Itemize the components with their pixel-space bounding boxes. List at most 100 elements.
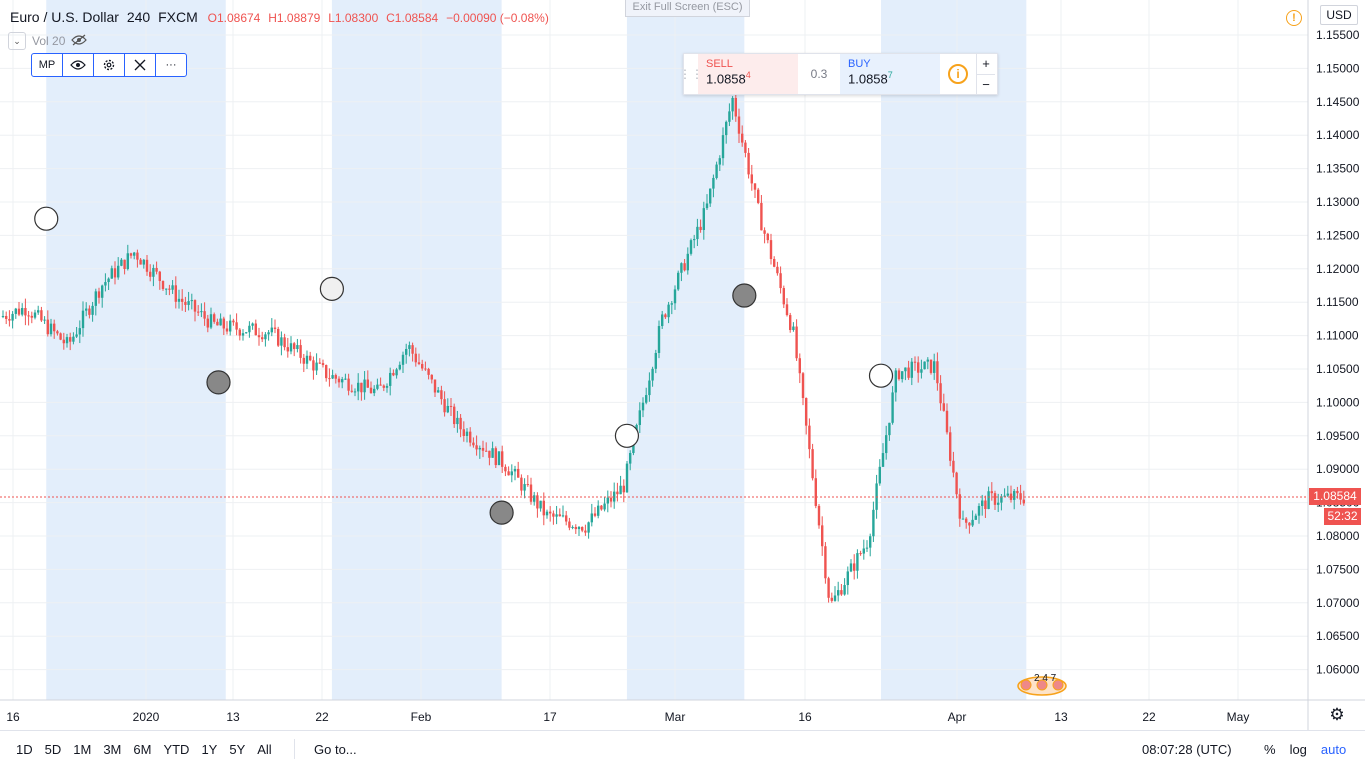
volume-label[interactable]: Vol 20 [32, 34, 66, 48]
period-6m[interactable]: 6M [133, 742, 152, 757]
candle-body [961, 518, 965, 520]
log-toggle[interactable]: log [1289, 742, 1307, 757]
candle-body [757, 189, 760, 203]
candle-body [267, 332, 270, 335]
scale-options: % log auto [1264, 742, 1346, 757]
chart-settings-icon[interactable]: ⚙ [1329, 705, 1345, 724]
remove-button[interactable] [125, 54, 156, 76]
candle-body [603, 503, 606, 510]
minus-button[interactable]: − [982, 76, 990, 92]
market-holiday-badge[interactable]: 2 4 7 [1017, 672, 1067, 696]
candle-body [430, 374, 433, 380]
period-ytd[interactable]: YTD [163, 742, 190, 757]
visibility-button[interactable] [63, 54, 94, 76]
event-marker [614, 423, 640, 448]
candle-body [949, 432, 952, 461]
candle-body [731, 97, 734, 112]
period-all[interactable]: All [257, 742, 272, 757]
candle-body [174, 285, 177, 302]
low-value: L1.08300 [328, 11, 379, 25]
candle-body [648, 380, 651, 396]
candle-body [184, 301, 187, 305]
candle-body [667, 304, 670, 318]
candle-body [472, 442, 475, 446]
warning-icon[interactable]: ! [1286, 10, 1302, 26]
time-tick-label: Mar [665, 710, 686, 724]
candle-body [273, 327, 277, 329]
candle-body [110, 268, 113, 279]
candle-body [677, 272, 680, 290]
sell-button[interactable]: SELL 1.08584 [698, 54, 798, 94]
candle-body [408, 345, 411, 349]
candle-body [779, 273, 782, 289]
candle-body [449, 405, 453, 407]
candle-body [235, 322, 238, 330]
candle-body [693, 239, 696, 241]
exit-fullscreen-button[interactable]: Exit Full Screen (ESC) [625, 0, 750, 17]
candle-body [920, 369, 923, 373]
candle-body [193, 300, 197, 312]
period-5d[interactable]: 5D [44, 742, 62, 757]
candle-body [366, 379, 369, 388]
candle-body [446, 405, 449, 413]
event-marker [34, 206, 59, 231]
candle-body [347, 378, 350, 391]
candle-body [421, 364, 424, 369]
utc-clock[interactable]: 08:07:28 (UTC) [1142, 742, 1232, 757]
trade-info-button[interactable]: i [940, 54, 976, 94]
price-tick-label: 1.07000 [1316, 596, 1360, 610]
candle-body [494, 448, 497, 466]
candle-body [209, 314, 213, 328]
candle-body [72, 336, 75, 342]
high-value: H1.08879 [268, 11, 321, 25]
mp-button[interactable]: MP [32, 54, 63, 76]
candle-body [312, 360, 315, 371]
time-tick-label: Apr [948, 710, 967, 724]
candle-body [789, 315, 792, 330]
more-button[interactable]: ··· [156, 54, 186, 76]
period-1m[interactable]: 1M [73, 742, 92, 757]
price-chart[interactable]: 1.15500 1.15000 1.14500 1.14000 1.13500 1.130… [0, 0, 1365, 730]
candle-body [993, 493, 997, 505]
symbol-name[interactable]: Euro / U.S. Dollar [10, 9, 119, 25]
candle-body [760, 202, 763, 231]
candle-body [811, 449, 814, 479]
candle-body [641, 402, 645, 411]
interval[interactable]: 240 [126, 9, 151, 25]
quantity-stepper: + − [976, 54, 995, 94]
candle-body [1006, 493, 1009, 496]
candle-body [571, 526, 574, 528]
auto-toggle[interactable]: auto [1320, 742, 1347, 757]
candle-body [846, 571, 849, 586]
candle-body [417, 362, 421, 365]
candle-body [613, 491, 616, 502]
divider [294, 739, 295, 759]
currency-button[interactable]: USD [1320, 5, 1358, 25]
drawing-toolbar: MP ··· [31, 53, 187, 77]
collapse-legend-button[interactable]: ⌄ [8, 32, 26, 50]
candle-body [344, 378, 347, 380]
candle-body [609, 497, 613, 502]
period-3m[interactable]: 3M [103, 742, 122, 757]
info-icon: i [948, 64, 968, 84]
period-1d[interactable]: 1D [16, 742, 33, 757]
candle-body [325, 365, 328, 379]
settings-button[interactable] [94, 54, 125, 76]
candle-body [801, 373, 805, 399]
candle-body [27, 315, 30, 317]
session-band [626, 0, 745, 700]
time-tick-label: Feb [411, 710, 432, 724]
candle-body [686, 253, 689, 271]
candle-body [763, 230, 766, 234]
candle-body [360, 382, 363, 393]
percent-toggle[interactable]: % [1264, 742, 1276, 757]
buy-price: 1.08587 [848, 70, 893, 87]
period-5y[interactable]: 5Y [229, 742, 246, 757]
eye-hidden-icon[interactable] [71, 34, 88, 49]
period-1y[interactable]: 1Y [201, 742, 218, 757]
badge-text: 2 4 7 [1034, 673, 1057, 684]
drag-handle-icon[interactable]: ⋮⋮ [679, 67, 703, 81]
plus-button[interactable]: + [977, 54, 995, 75]
buy-button[interactable]: BUY 1.08587 [840, 54, 940, 94]
goto-button[interactable]: Go to... [314, 742, 357, 757]
